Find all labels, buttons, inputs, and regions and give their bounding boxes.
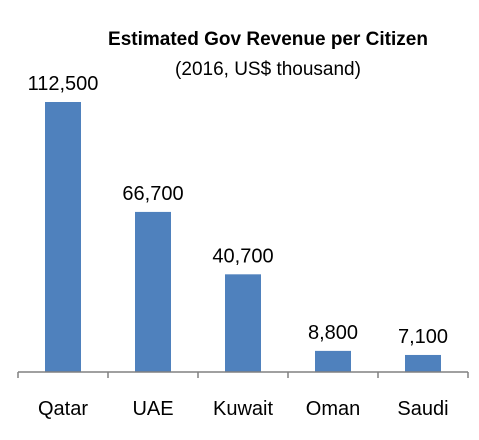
data-label-kuwait: 40,700 bbox=[212, 245, 273, 267]
chart-subtitle: (2016, US$ thousand) bbox=[175, 59, 361, 80]
data-label-saudi: 7,100 bbox=[398, 326, 448, 348]
tick-label-qatar: Qatar bbox=[38, 398, 88, 420]
tick-label-oman: Oman bbox=[306, 398, 360, 420]
bars-group bbox=[45, 102, 441, 372]
x-tick-labels-group: Qatar UAE Kuwait Oman Saudi bbox=[38, 398, 449, 420]
data-label-oman: 8,800 bbox=[308, 322, 358, 344]
bar-qatar bbox=[45, 102, 81, 372]
chart-title: Estimated Gov Revenue per Citizen bbox=[108, 29, 428, 50]
data-label-uae: 66,700 bbox=[122, 183, 183, 205]
x-axis bbox=[17, 371, 469, 378]
bar-saudi bbox=[405, 354, 441, 372]
bar-kuwait bbox=[225, 274, 261, 372]
tick-label-uae: UAE bbox=[132, 398, 173, 420]
bar-oman bbox=[315, 350, 351, 372]
data-label-qatar: 112,500 bbox=[28, 73, 99, 95]
tick-label-saudi: Saudi bbox=[397, 398, 448, 420]
bar-uae bbox=[135, 211, 171, 372]
tick-label-kuwait: Kuwait bbox=[213, 398, 273, 420]
data-labels-group: 112,500 66,700 40,700 8,800 7,100 bbox=[28, 73, 448, 348]
